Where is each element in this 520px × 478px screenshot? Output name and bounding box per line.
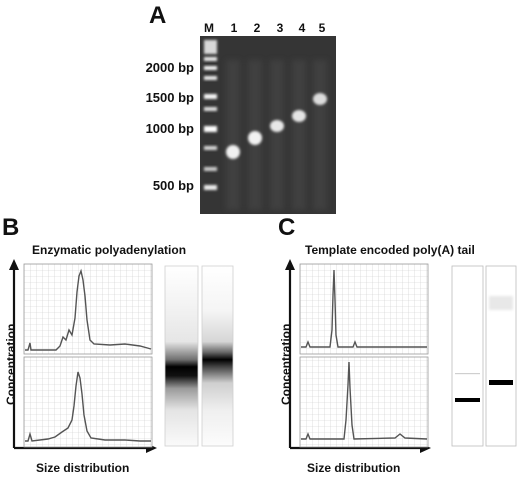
panel-b-gel-lane-2 bbox=[201, 265, 234, 447]
ladder-label-1500: 1500 bp bbox=[145, 90, 194, 105]
panel-c-trace-2 bbox=[299, 356, 429, 448]
band-lane-1 bbox=[226, 145, 240, 159]
panel-c-gel-lanes bbox=[451, 265, 517, 447]
band-lane-4 bbox=[292, 110, 306, 122]
panel-c-axes bbox=[285, 259, 431, 453]
marker-lane bbox=[204, 40, 217, 190]
band-lane-5 bbox=[313, 93, 327, 105]
gel-image bbox=[200, 36, 336, 214]
lane-label-5: 5 bbox=[318, 21, 326, 35]
panel-c-letter: C bbox=[278, 214, 296, 241]
panel-b-title: Enzymatic polyadenylation bbox=[32, 243, 187, 257]
panel-c-title: Template encoded poly(A) tail bbox=[305, 243, 475, 257]
panel-b-trace-1 bbox=[23, 263, 153, 355]
panel-c-gel-lane-1 bbox=[451, 265, 484, 447]
panel-c-gel-lane-2 bbox=[485, 265, 517, 447]
band-lane-3 bbox=[270, 120, 284, 132]
panel-b-trace-2 bbox=[23, 356, 153, 448]
lane-label-1: 1 bbox=[230, 21, 238, 35]
ladder-label-500: 500 bp bbox=[152, 178, 194, 193]
ladder-label-2000: 2000 bp bbox=[145, 60, 194, 75]
panel-b-letter: B bbox=[2, 214, 20, 241]
panel-b-gel-lane-1 bbox=[164, 265, 199, 447]
panel-c-band-lane-2 bbox=[489, 380, 513, 385]
panel-c-band-lane-1 bbox=[455, 398, 480, 402]
panel-a-letter: A bbox=[149, 2, 167, 29]
lane-label-m: M bbox=[204, 21, 214, 35]
lane-label-3: 3 bbox=[276, 21, 284, 35]
panel-c-xlabel: Size distribution bbox=[307, 461, 401, 475]
band-lane-2 bbox=[248, 131, 262, 145]
panel-c-trace-1 bbox=[299, 263, 429, 355]
ladder-label-1000: 1000 bp bbox=[145, 121, 194, 136]
lane-label-2: 2 bbox=[253, 21, 261, 35]
panel-b-gel-lanes bbox=[164, 265, 234, 447]
panel-b-xlabel: Size distribution bbox=[36, 461, 130, 475]
lane-label-4: 4 bbox=[298, 21, 306, 35]
